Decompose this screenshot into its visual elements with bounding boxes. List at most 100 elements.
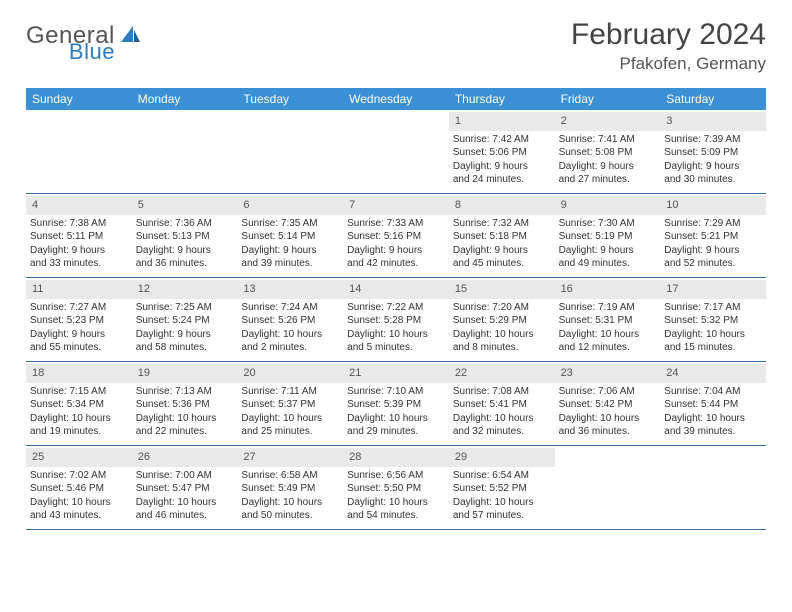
- sunrise-text: Sunrise: 7:22 AM: [347, 301, 445, 315]
- day-number: 25: [26, 448, 132, 467]
- daylight-text-1: Daylight: 10 hours: [136, 496, 234, 510]
- daylight-text-1: Daylight: 10 hours: [453, 412, 551, 426]
- day-cell: 24Sunrise: 7:04 AMSunset: 5:44 PMDayligh…: [660, 362, 766, 446]
- sunset-text: Sunset: 5:28 PM: [347, 314, 445, 328]
- day-cell: 21Sunrise: 7:10 AMSunset: 5:39 PMDayligh…: [343, 362, 449, 446]
- day-number: 27: [237, 448, 343, 467]
- day-number: 2: [555, 112, 661, 131]
- empty-cell: [555, 446, 661, 530]
- sunset-text: Sunset: 5:32 PM: [664, 314, 762, 328]
- sunset-text: Sunset: 5:21 PM: [664, 230, 762, 244]
- daylight-text-2: and 46 minutes.: [136, 509, 234, 523]
- sunset-text: Sunset: 5:24 PM: [136, 314, 234, 328]
- daylight-text-1: Daylight: 9 hours: [453, 160, 551, 174]
- day-cell: 11Sunrise: 7:27 AMSunset: 5:23 PMDayligh…: [26, 278, 132, 362]
- day-number: 12: [132, 280, 238, 299]
- empty-cell: [132, 110, 238, 194]
- day-cell: 22Sunrise: 7:08 AMSunset: 5:41 PMDayligh…: [449, 362, 555, 446]
- sunrise-text: Sunrise: 7:15 AM: [30, 385, 128, 399]
- day-number: 24: [660, 364, 766, 383]
- empty-cell: [660, 446, 766, 530]
- day-cell: 5Sunrise: 7:36 AMSunset: 5:13 PMDaylight…: [132, 194, 238, 278]
- daylight-text-1: Daylight: 10 hours: [30, 412, 128, 426]
- day-number: 20: [237, 364, 343, 383]
- daylight-text-2: and 39 minutes.: [664, 425, 762, 439]
- sunrise-text: Sunrise: 7:41 AM: [559, 133, 657, 147]
- sunset-text: Sunset: 5:49 PM: [241, 482, 339, 496]
- daylight-text-2: and 15 minutes.: [664, 341, 762, 355]
- daylight-text-1: Daylight: 9 hours: [30, 328, 128, 342]
- daylight-text-1: Daylight: 10 hours: [347, 328, 445, 342]
- day-number: 29: [449, 448, 555, 467]
- title-block: February 2024 Pfakofen, Germany: [571, 18, 766, 74]
- day-cell: 6Sunrise: 7:35 AMSunset: 5:14 PMDaylight…: [237, 194, 343, 278]
- sunset-text: Sunset: 5:37 PM: [241, 398, 339, 412]
- sunset-text: Sunset: 5:13 PM: [136, 230, 234, 244]
- daylight-text-1: Daylight: 9 hours: [559, 160, 657, 174]
- day-cell: 16Sunrise: 7:19 AMSunset: 5:31 PMDayligh…: [555, 278, 661, 362]
- daylight-text-1: Daylight: 9 hours: [664, 160, 762, 174]
- daylight-text-1: Daylight: 10 hours: [559, 328, 657, 342]
- day-number: 17: [660, 280, 766, 299]
- sunrise-text: Sunrise: 7:13 AM: [136, 385, 234, 399]
- sunset-text: Sunset: 5:06 PM: [453, 146, 551, 160]
- daylight-text-1: Daylight: 9 hours: [136, 328, 234, 342]
- day-cell: 20Sunrise: 7:11 AMSunset: 5:37 PMDayligh…: [237, 362, 343, 446]
- daylight-text-2: and 19 minutes.: [30, 425, 128, 439]
- daylight-text-1: Daylight: 9 hours: [453, 244, 551, 258]
- sunrise-text: Sunrise: 7:39 AM: [664, 133, 762, 147]
- daylight-text-2: and 32 minutes.: [453, 425, 551, 439]
- day-cell: 19Sunrise: 7:13 AMSunset: 5:36 PMDayligh…: [132, 362, 238, 446]
- daylight-text-2: and 54 minutes.: [347, 509, 445, 523]
- sunset-text: Sunset: 5:44 PM: [664, 398, 762, 412]
- logo-text-blue: Blue: [69, 39, 115, 64]
- sunrise-text: Sunrise: 7:29 AM: [664, 217, 762, 231]
- daylight-text-2: and 12 minutes.: [559, 341, 657, 355]
- day-number: 1: [449, 112, 555, 131]
- day-number: 16: [555, 280, 661, 299]
- day-cell: 4Sunrise: 7:38 AMSunset: 5:11 PMDaylight…: [26, 194, 132, 278]
- day-cell: 3Sunrise: 7:39 AMSunset: 5:09 PMDaylight…: [660, 110, 766, 194]
- daylight-text-1: Daylight: 10 hours: [347, 412, 445, 426]
- daylight-text-2: and 49 minutes.: [559, 257, 657, 271]
- sunrise-text: Sunrise: 7:27 AM: [30, 301, 128, 315]
- day-cell: 27Sunrise: 6:58 AMSunset: 5:49 PMDayligh…: [237, 446, 343, 530]
- weekday-header: Monday: [132, 88, 238, 110]
- day-cell: 18Sunrise: 7:15 AMSunset: 5:34 PMDayligh…: [26, 362, 132, 446]
- day-number: 28: [343, 448, 449, 467]
- daylight-text-1: Daylight: 9 hours: [664, 244, 762, 258]
- daylight-text-1: Daylight: 10 hours: [453, 328, 551, 342]
- daylight-text-1: Daylight: 9 hours: [347, 244, 445, 258]
- daylight-text-2: and 2 minutes.: [241, 341, 339, 355]
- logo: General Blue: [26, 22, 189, 50]
- day-cell: 13Sunrise: 7:24 AMSunset: 5:26 PMDayligh…: [237, 278, 343, 362]
- day-number: 21: [343, 364, 449, 383]
- day-cell: 15Sunrise: 7:20 AMSunset: 5:29 PMDayligh…: [449, 278, 555, 362]
- day-number: 7: [343, 196, 449, 215]
- daylight-text-1: Daylight: 10 hours: [664, 412, 762, 426]
- daylight-text-1: Daylight: 10 hours: [664, 328, 762, 342]
- daylight-text-2: and 30 minutes.: [664, 173, 762, 187]
- sunset-text: Sunset: 5:14 PM: [241, 230, 339, 244]
- sunrise-text: Sunrise: 7:08 AM: [453, 385, 551, 399]
- daylight-text-2: and 33 minutes.: [30, 257, 128, 271]
- day-cell: 29Sunrise: 6:54 AMSunset: 5:52 PMDayligh…: [449, 446, 555, 530]
- sunrise-text: Sunrise: 7:32 AM: [453, 217, 551, 231]
- day-cell: 26Sunrise: 7:00 AMSunset: 5:47 PMDayligh…: [132, 446, 238, 530]
- sunrise-text: Sunrise: 7:24 AM: [241, 301, 339, 315]
- sunrise-text: Sunrise: 7:19 AM: [559, 301, 657, 315]
- sunrise-text: Sunrise: 7:30 AM: [559, 217, 657, 231]
- sunset-text: Sunset: 5:42 PM: [559, 398, 657, 412]
- day-cell: 17Sunrise: 7:17 AMSunset: 5:32 PMDayligh…: [660, 278, 766, 362]
- daylight-text-2: and 50 minutes.: [241, 509, 339, 523]
- daylight-text-1: Daylight: 10 hours: [241, 412, 339, 426]
- day-number: 26: [132, 448, 238, 467]
- daylight-text-1: Daylight: 10 hours: [347, 496, 445, 510]
- daylight-text-2: and 27 minutes.: [559, 173, 657, 187]
- daylight-text-2: and 55 minutes.: [30, 341, 128, 355]
- daylight-text-2: and 52 minutes.: [664, 257, 762, 271]
- day-number: 19: [132, 364, 238, 383]
- sunset-text: Sunset: 5:08 PM: [559, 146, 657, 160]
- sunset-text: Sunset: 5:26 PM: [241, 314, 339, 328]
- daylight-text-2: and 24 minutes.: [453, 173, 551, 187]
